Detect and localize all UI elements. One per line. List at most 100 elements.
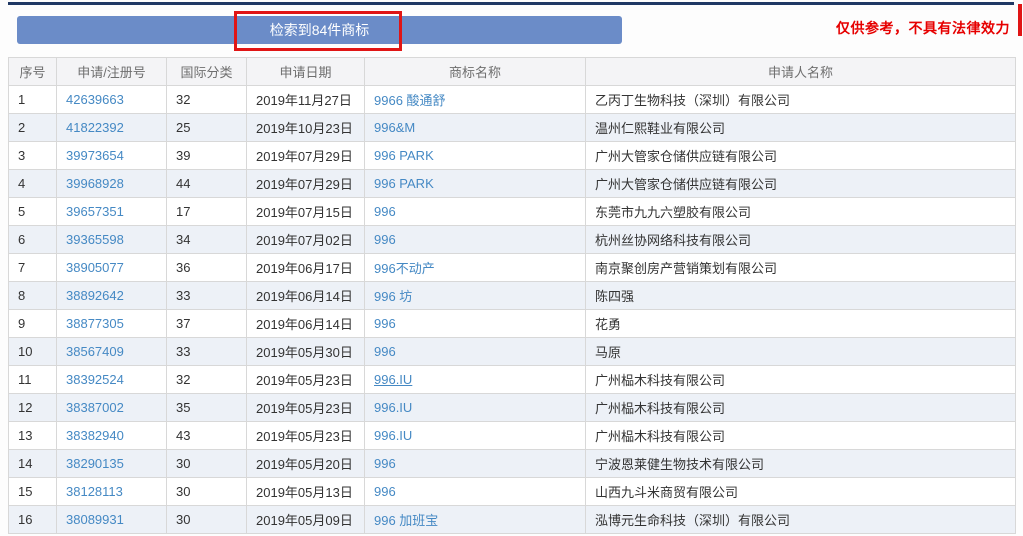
cell-reg-no-link[interactable]: 38128113	[66, 484, 123, 499]
cell-date: 2019年07月15日	[246, 197, 365, 226]
cell-trademark-link[interactable]: 996.IU	[374, 400, 413, 415]
cell-date: 2019年05月23日	[246, 365, 365, 394]
cell-trademark-link[interactable]: 996 PARK	[374, 176, 434, 191]
cell-applicant: 广州榀木科技有限公司	[585, 421, 1016, 450]
cell-date: 2019年05月09日	[246, 505, 365, 534]
cell-class: 44	[166, 169, 247, 198]
cell-reg-no: 38905077	[56, 253, 167, 282]
cell-reg-no-link[interactable]: 38290135	[66, 456, 124, 471]
cell-trademark-link[interactable]: 996.IU	[374, 372, 413, 387]
cell-reg-no: 38567409	[56, 337, 167, 366]
cell-reg-no-link[interactable]: 39968928	[66, 176, 124, 191]
cell-reg-no: 39657351	[56, 197, 167, 226]
cell-serial: 14	[8, 449, 57, 478]
cell-class: 35	[166, 393, 247, 422]
table-row: 11 38392524 32 2019年05月23日 996.IU 广州榀木科技有限公司	[8, 365, 1016, 394]
cell-reg-no-link[interactable]: 42639663	[66, 92, 124, 107]
cell-applicant: 陈四强	[585, 281, 1016, 310]
table-row: 12 38387002 35 2019年05月23日 996.IU 广州榀木科技有限公司	[8, 393, 1016, 422]
table-row: 15 38128113 30 2019年05月13日 996 山西九斗米商贸有限公司	[8, 477, 1016, 506]
table-row: 9 38877305 37 2019年06月14日 996 花勇	[8, 309, 1016, 338]
cell-trademark-link[interactable]: 996&M	[374, 120, 416, 135]
col-date: 申请日期	[246, 57, 365, 86]
cell-trademark-link[interactable]: 996	[374, 232, 396, 247]
cell-trademark-link[interactable]: 996 PARK	[374, 148, 434, 163]
cell-trademark: 996	[364, 197, 586, 226]
cell-serial: 5	[8, 197, 57, 226]
cell-serial: 15	[8, 477, 57, 506]
cell-serial: 8	[8, 281, 57, 310]
top-navy-strip	[8, 2, 1014, 5]
cell-applicant: 泓博元生命科技（深圳）有限公司	[585, 505, 1016, 534]
cell-trademark-link[interactable]: 996	[374, 204, 396, 219]
cell-class: 30	[166, 505, 247, 534]
cell-applicant: 宁波恩莱健生物技术有限公司	[585, 449, 1016, 478]
table-row: 14 38290135 30 2019年05月20日 996 宁波恩莱健生物技术有限公司	[8, 449, 1016, 478]
cell-serial: 2	[8, 113, 57, 142]
cell-reg-no-link[interactable]: 38089931	[66, 512, 124, 527]
cell-reg-no-link[interactable]: 38567409	[66, 344, 124, 359]
cell-date: 2019年07月29日	[246, 169, 365, 198]
cell-applicant: 广州大管家仓储供应链有限公司	[585, 169, 1016, 198]
cell-reg-no: 38387002	[56, 393, 167, 422]
cell-reg-no-link[interactable]: 38382940	[66, 428, 124, 443]
cell-reg-no-link[interactable]: 41822392	[66, 120, 124, 135]
cell-reg-no-link[interactable]: 38877305	[66, 316, 124, 331]
cell-applicant: 东莞市九九六塑胶有限公司	[585, 197, 1016, 226]
cell-class: 39	[166, 141, 247, 170]
cell-reg-no: 39968928	[56, 169, 167, 198]
cell-reg-no-link[interactable]: 39973654	[66, 148, 124, 163]
cell-trademark-link[interactable]: 996	[374, 456, 396, 471]
cell-class: 25	[166, 113, 247, 142]
legal-disclaimer: 仅供参考，不具有法律效力	[836, 20, 1010, 36]
cell-trademark-link[interactable]: 996 加班宝	[374, 513, 439, 528]
cell-class: 43	[166, 421, 247, 450]
col-serial: 序号	[8, 57, 57, 86]
trademark-results-table: 序号 申请/注册号 国际分类 申请日期 商标名称 申请人名称 1 42639663…	[8, 57, 1016, 534]
cell-trademark-link[interactable]: 996不动产	[374, 261, 435, 276]
cell-class: 30	[166, 477, 247, 506]
cell-trademark: 996	[364, 309, 586, 338]
cell-class: 37	[166, 309, 247, 338]
cell-reg-no: 39365598	[56, 225, 167, 254]
cell-trademark-link[interactable]: 996	[374, 344, 396, 359]
table-row: 7 38905077 36 2019年06月17日 996不动产 南京聚创房产营销策划有限…	[8, 253, 1016, 282]
cell-date: 2019年06月14日	[246, 309, 365, 338]
cell-class: 33	[166, 337, 247, 366]
cell-serial: 6	[8, 225, 57, 254]
cell-reg-no-link[interactable]: 38392524	[66, 372, 124, 387]
cell-serial: 11	[8, 365, 57, 394]
cell-reg-no-link[interactable]: 39657351	[66, 204, 124, 219]
table-row: 16 38089931 30 2019年05月09日 996 加班宝 泓博元生命科技（深圳…	[8, 505, 1016, 534]
cell-reg-no-link[interactable]: 38387002	[66, 400, 124, 415]
cell-trademark-link[interactable]: 9966 酸通舒	[374, 93, 446, 108]
cell-trademark-link[interactable]: 996	[374, 316, 396, 331]
col-trademark: 商标名称	[364, 57, 586, 86]
cell-reg-no: 38089931	[56, 505, 167, 534]
cell-reg-no-link[interactable]: 38905077	[66, 260, 124, 275]
cell-trademark-link[interactable]: 996.IU	[374, 428, 413, 443]
cell-class: 34	[166, 225, 247, 254]
cell-trademark: 996.IU	[364, 365, 586, 394]
cell-class: 32	[166, 85, 247, 114]
cell-applicant: 广州榀木科技有限公司	[585, 365, 1016, 394]
cell-reg-no-link[interactable]: 38892642	[66, 288, 124, 303]
col-applicant: 申请人名称	[585, 57, 1016, 86]
cell-applicant: 花勇	[585, 309, 1016, 338]
cell-serial: 3	[8, 141, 57, 170]
table-row: 2 41822392 25 2019年10月23日 996&M 温州仁熙鞋业有限公司	[8, 113, 1016, 142]
result-count-banner[interactable]: 检索到84件商标	[17, 16, 622, 44]
cell-trademark-link[interactable]: 996 坊	[374, 289, 413, 304]
cell-trademark: 996不动产	[364, 253, 586, 282]
cell-date: 2019年06月14日	[246, 281, 365, 310]
cell-trademark-link[interactable]: 996	[374, 484, 396, 499]
table-row: 4 39968928 44 2019年07月29日 996 PARK 广州大管家仓储供应链…	[8, 169, 1016, 198]
cell-reg-no: 38392524	[56, 365, 167, 394]
cell-date: 2019年11月27日	[246, 85, 365, 114]
cell-date: 2019年07月02日	[246, 225, 365, 254]
cell-serial: 10	[8, 337, 57, 366]
cell-serial: 4	[8, 169, 57, 198]
cell-applicant: 广州大管家仓储供应链有限公司	[585, 141, 1016, 170]
cell-applicant: 广州榀木科技有限公司	[585, 393, 1016, 422]
cell-reg-no-link[interactable]: 39365598	[66, 232, 124, 247]
